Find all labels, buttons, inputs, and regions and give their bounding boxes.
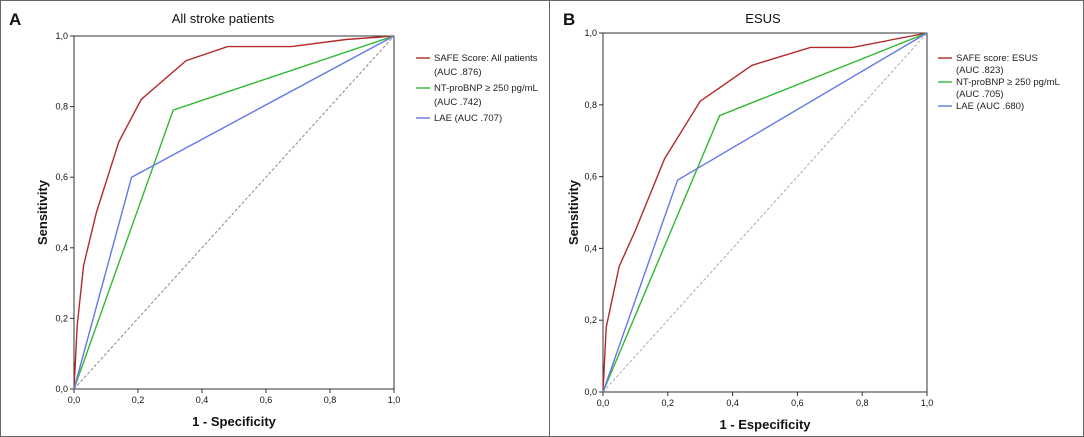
y-tick-label: 0,6 — [584, 172, 597, 182]
plot-area — [602, 32, 928, 393]
chart-title: ESUS — [745, 11, 781, 26]
series-line-nt-probnp-250-pg-ml — [73, 35, 395, 390]
panel-divider — [549, 1, 550, 436]
legend-label: LAE (AUC .707) — [434, 113, 502, 124]
x-tick-label: 0,8 — [324, 395, 337, 405]
series-line-safe-score-esus — [602, 32, 928, 393]
panel-letter: B — [563, 10, 575, 29]
y-tick-label: 0,8 — [55, 102, 68, 112]
x-axis-label: 1 - Especificity — [719, 417, 811, 432]
y-tick-label: 0,0 — [55, 384, 68, 394]
y-axis-label: Sensitivity — [35, 179, 50, 245]
legend-label: (AUC .823) — [956, 65, 1004, 76]
x-tick-label: 0,4 — [726, 398, 739, 408]
x-tick-label: 1,0 — [921, 398, 934, 408]
y-tick-label: 0,4 — [55, 243, 68, 253]
y-tick-label: 0,2 — [584, 315, 597, 325]
y-tick-label: 0,8 — [584, 100, 597, 110]
series-line-safe-score-all-patients — [73, 35, 395, 390]
y-tick-label: 1,0 — [584, 28, 597, 38]
y-tick-label: 1,0 — [55, 31, 68, 41]
x-tick-label: 0,2 — [662, 398, 675, 408]
panel-letter: A — [9, 10, 21, 29]
series-line-lae — [602, 32, 928, 393]
x-tick-label: 0,4 — [196, 395, 209, 405]
series-line-reference-line — [602, 32, 928, 393]
x-tick-label: 0,0 — [68, 395, 81, 405]
x-tick-label: 0,8 — [856, 398, 869, 408]
x-tick-label: 1,0 — [388, 395, 401, 405]
y-tick-label: 0,6 — [55, 172, 68, 182]
x-tick-label: 0,6 — [791, 398, 804, 408]
chart-title: All stroke patients — [172, 11, 275, 26]
series-line-lae — [73, 35, 395, 390]
legend-label: SAFE score: ESUS — [956, 53, 1038, 64]
legend-label: NT-proBNP ≥ 250 pg/mL — [956, 77, 1060, 88]
y-tick-label: 0,4 — [584, 243, 597, 253]
legend-label: (AUC .876) — [434, 67, 482, 78]
legend-label: NT-proBNP ≥ 250 pg/mL — [434, 83, 538, 94]
y-tick-label: 0,0 — [584, 387, 597, 397]
x-tick-label: 0,0 — [597, 398, 610, 408]
x-tick-label: 0,2 — [132, 395, 145, 405]
x-axis-label: 1 - Specificity — [192, 414, 277, 429]
series-line-nt-probnp-250-pg-ml — [602, 32, 928, 393]
series-line-reference-line — [73, 35, 395, 390]
plot-area — [73, 35, 395, 390]
legend-label: (AUC .742) — [434, 97, 482, 108]
x-tick-label: 0,6 — [260, 395, 273, 405]
roc-chart-a: A All stroke patients 0,0 0,2 0,4 0,6 0,8 1,0 0,… — [9, 10, 538, 429]
legend-label: (AUC .705) — [956, 89, 1004, 100]
y-tick-label: 0,2 — [55, 313, 68, 323]
legend-label: SAFE Score: All patients — [434, 53, 538, 64]
y-axis-label: Sensitivity — [566, 179, 581, 245]
roc-chart-b: B ESUS 0,0 0,2 0,4 0,6 0,8 1,0 0,0 0,2 0,4 0,6 0,8 1,… — [563, 10, 1060, 432]
legend-label: LAE (AUC .680) — [956, 101, 1024, 112]
